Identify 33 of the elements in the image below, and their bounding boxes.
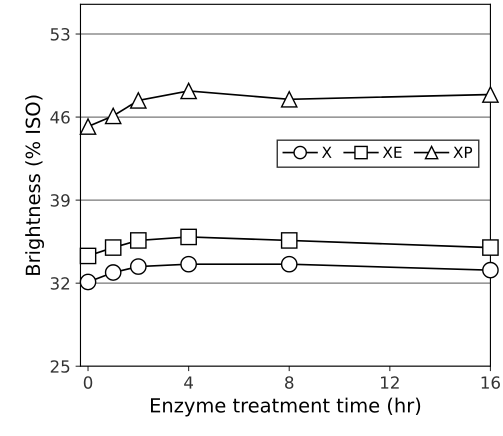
point xyxy=(104,108,122,124)
point xyxy=(130,258,147,275)
point xyxy=(104,264,122,281)
point xyxy=(280,232,298,249)
point xyxy=(130,92,147,109)
y-tick-label: 32 xyxy=(50,277,70,290)
x-tick-label: 0 xyxy=(84,376,92,389)
x-tick-label: 16 xyxy=(482,376,500,389)
point xyxy=(130,232,147,249)
point xyxy=(482,86,499,103)
point xyxy=(482,239,499,256)
y-tick-label: 25 xyxy=(50,360,70,373)
point xyxy=(180,256,197,273)
point xyxy=(80,274,96,290)
point xyxy=(80,118,96,135)
point xyxy=(180,82,197,100)
x-tick-label: 4 xyxy=(184,376,193,389)
legend-label: X xyxy=(322,146,332,158)
y-tick-label: 46 xyxy=(50,111,70,124)
point xyxy=(280,256,298,273)
legend-label: XP xyxy=(453,146,472,158)
point xyxy=(280,90,298,108)
y-axis-title: Brightness (% ISO) xyxy=(25,95,44,275)
x-tick-label: 12 xyxy=(381,376,399,389)
point xyxy=(80,248,96,264)
y-tick-label: 53 xyxy=(50,28,70,41)
point xyxy=(104,239,122,256)
x-axis-title: Enzyme treatment time (hr) xyxy=(151,398,420,416)
x-tick-label: 8 xyxy=(285,376,294,389)
point xyxy=(482,262,499,278)
point xyxy=(180,228,197,246)
y-tick-label: 39 xyxy=(50,194,70,207)
legend-label: XE xyxy=(382,146,402,158)
